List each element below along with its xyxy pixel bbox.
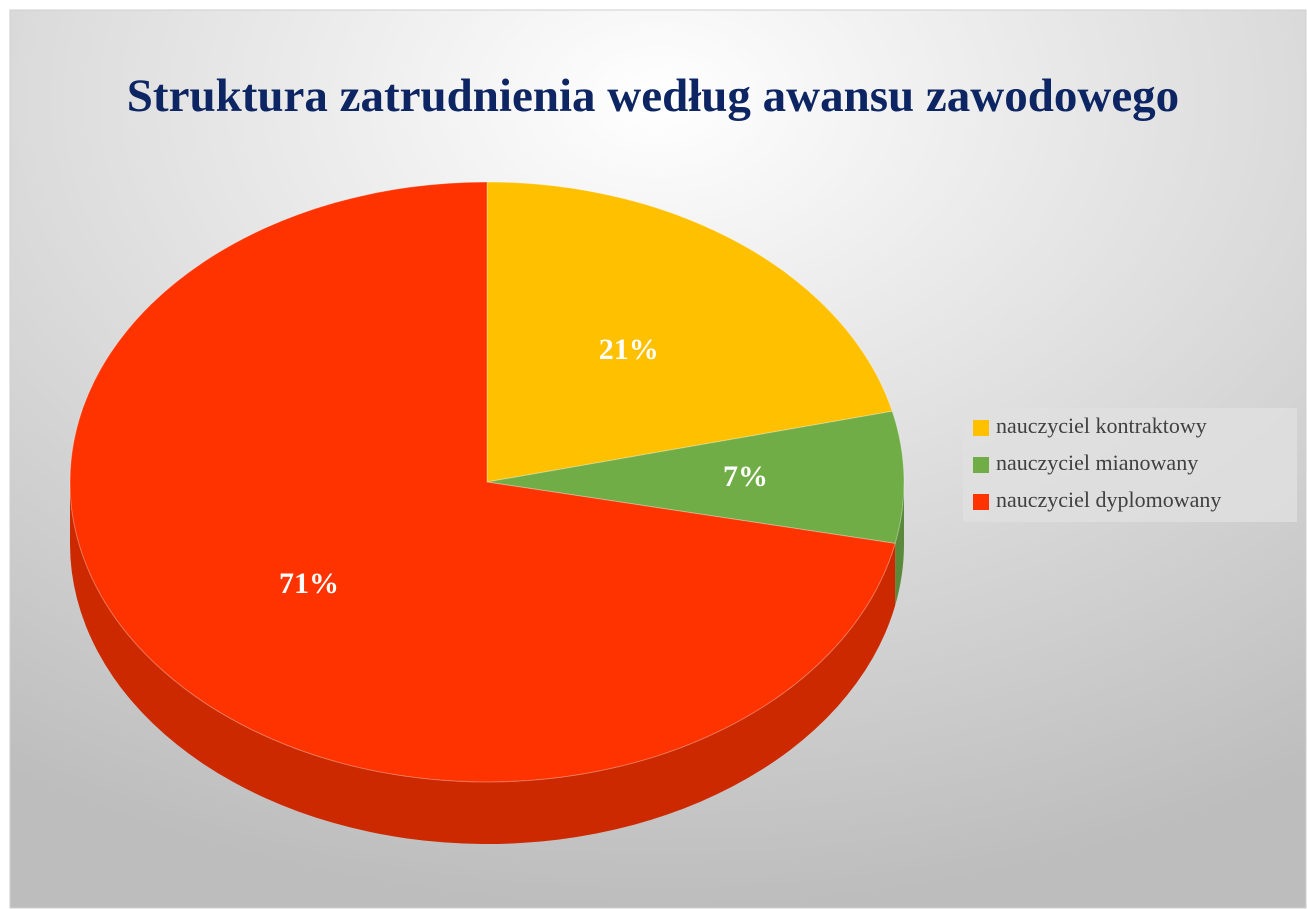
legend-swatch — [973, 420, 989, 436]
legend — [963, 408, 1297, 522]
pie-slice — [486, 181, 893, 483]
data-label: 7% — [723, 460, 768, 493]
legend-label: nauczyciel dyplomowany — [996, 487, 1221, 512]
legend-swatch — [973, 457, 989, 473]
legend-swatch — [973, 494, 989, 510]
pie-slice — [69, 181, 896, 783]
legend-label: nauczyciel kontraktowy — [996, 413, 1207, 438]
data-label: 21% — [599, 333, 659, 366]
pie-side — [895, 482, 904, 606]
chart-title: Struktura zatrudnienia według awansu zaw… — [127, 70, 1179, 122]
data-label: 71% — [279, 567, 339, 600]
pie-slice — [486, 410, 905, 545]
pie-side — [70, 482, 896, 845]
legend-label: nauczyciel mianowany — [996, 450, 1198, 475]
